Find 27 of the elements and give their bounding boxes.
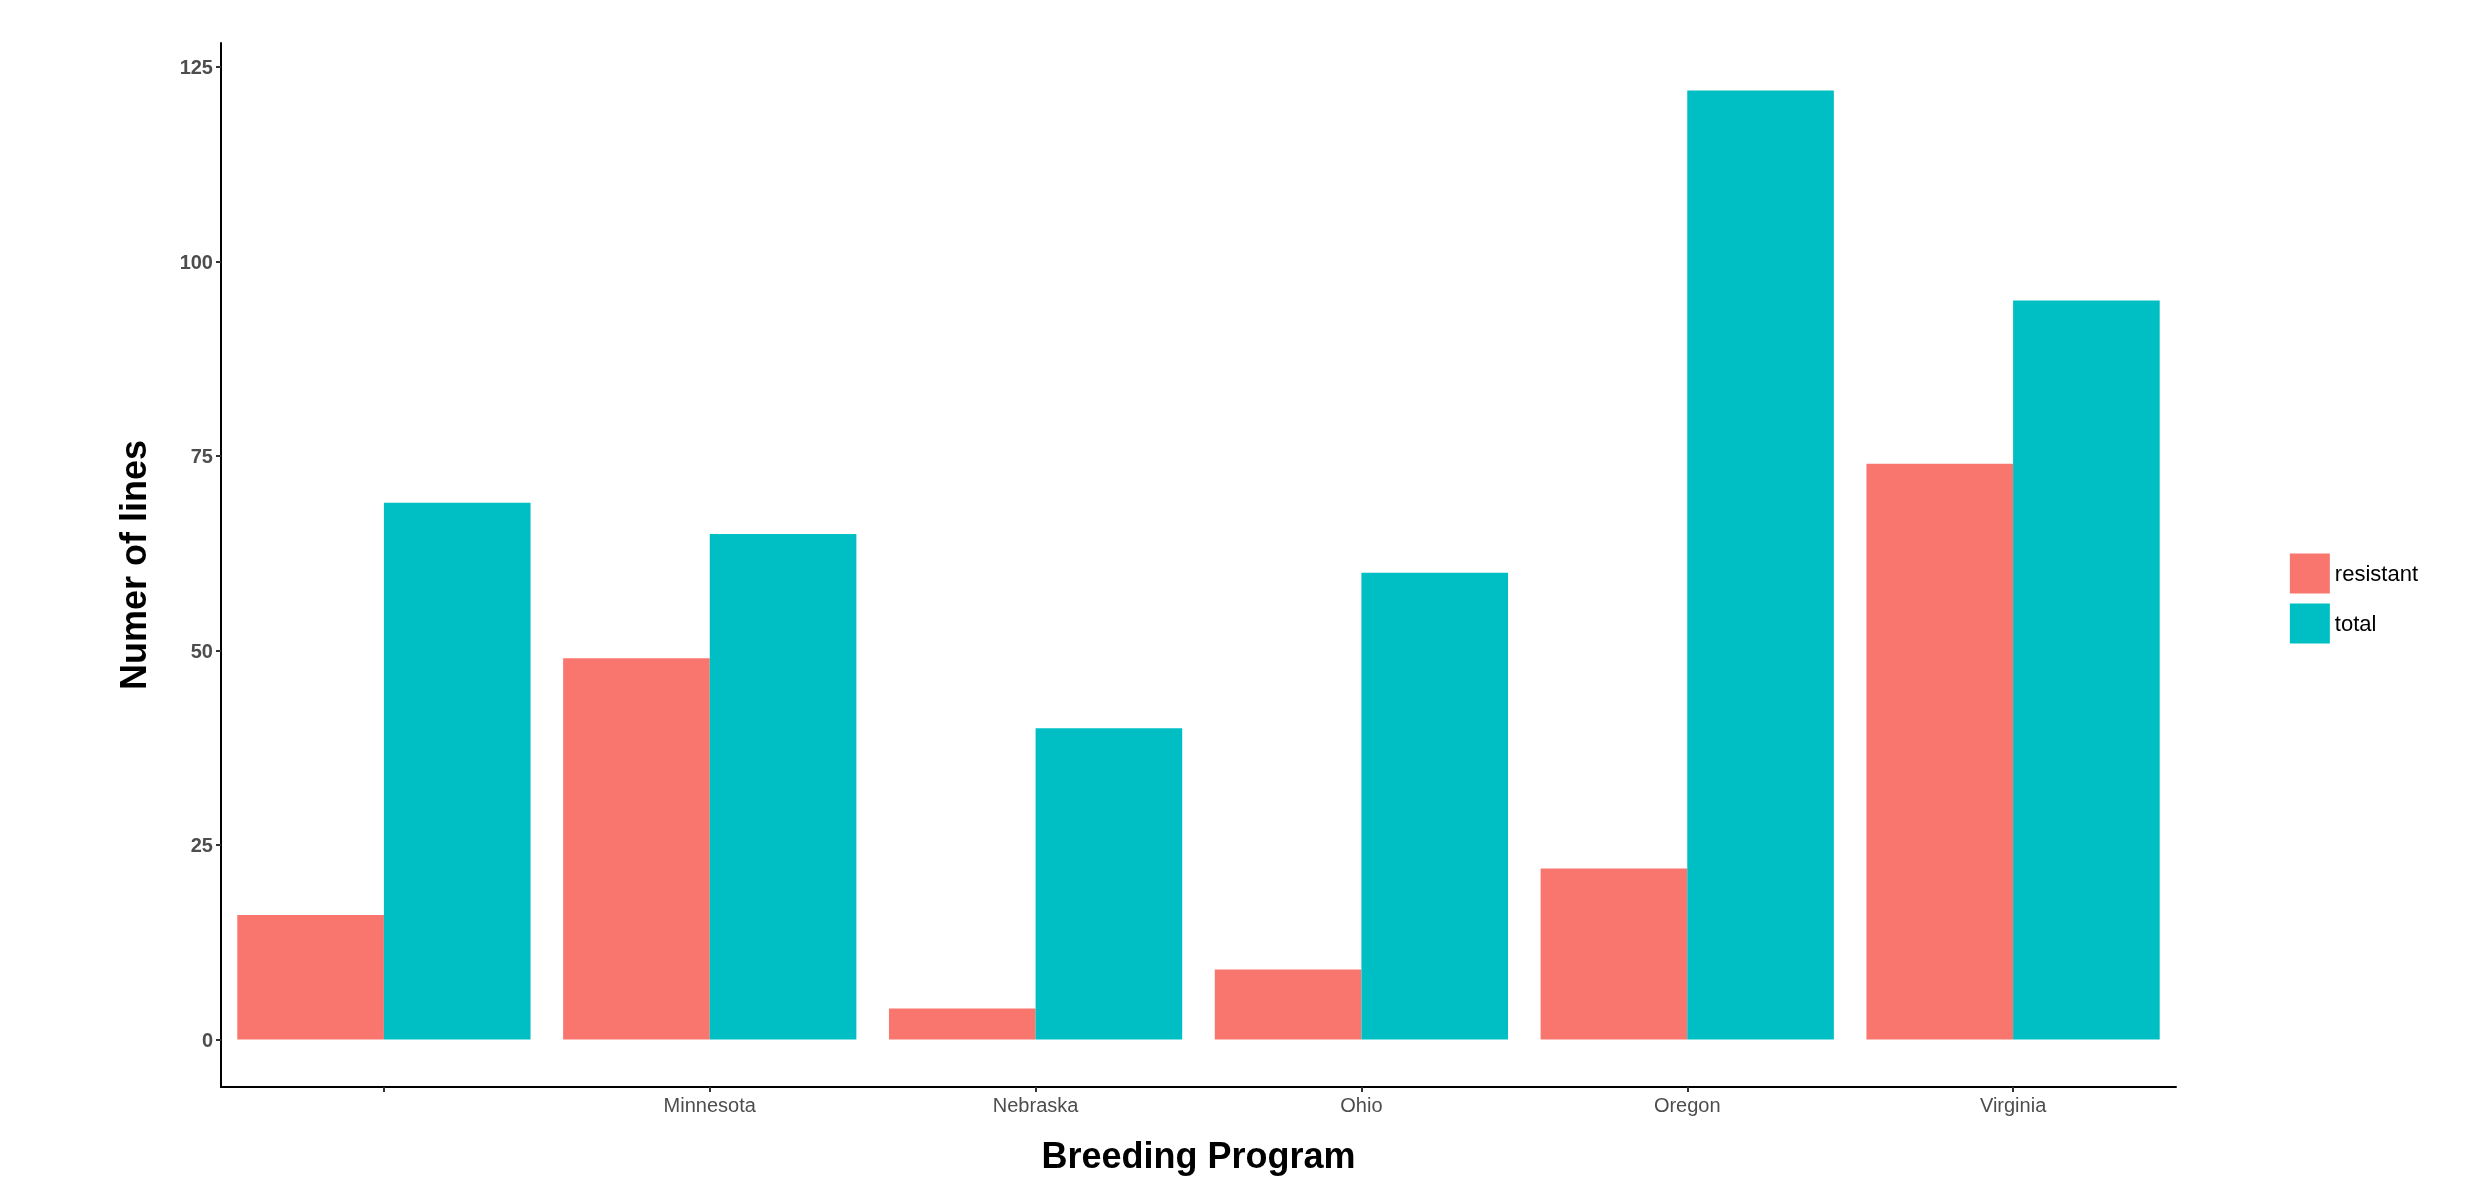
- x-tick-label: Oregon: [1653, 1094, 1721, 1116]
- bar: [563, 658, 710, 1040]
- bar: [237, 915, 384, 1040]
- y-tick-label: 75: [190, 445, 213, 468]
- bar: [2013, 300, 2160, 1040]
- y-tick-label: 50: [190, 639, 213, 662]
- x-tick-label: Virginia: [1979, 1094, 2048, 1116]
- y-tick-label: 0: [201, 1028, 213, 1051]
- y-tick-label: 25: [190, 834, 213, 857]
- bar: [1866, 463, 2014, 1040]
- bar: [1214, 969, 1362, 1040]
- bar: [1361, 572, 1509, 1040]
- bar: [1687, 90, 1834, 1040]
- x-tick-label: Nebraska: [992, 1094, 1080, 1116]
- bar: [383, 502, 531, 1040]
- bar: [709, 533, 857, 1040]
- legend-label: resistant: [2334, 561, 2419, 586]
- y-tick-label: 100: [179, 250, 213, 273]
- bar: [1540, 868, 1688, 1040]
- bar: [888, 1008, 1036, 1040]
- x-axis-title: Breeding Program: [1041, 1134, 1356, 1176]
- x-tick-label: Minnesota: [663, 1094, 757, 1116]
- legend-label: total: [2334, 611, 2377, 636]
- y-tick-label: 125: [179, 56, 213, 79]
- bar: [1035, 728, 1183, 1040]
- x-tick-label: Ohio: [1340, 1094, 1383, 1116]
- y-axis-title: Numer of lines: [112, 439, 154, 691]
